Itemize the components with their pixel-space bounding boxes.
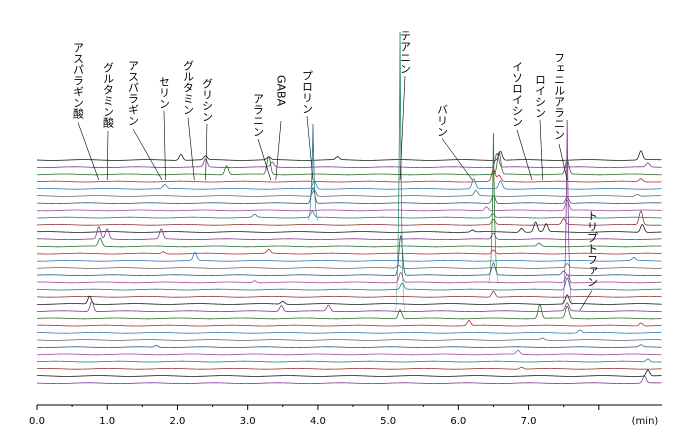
trace-line [36, 301, 662, 312]
trace-line [36, 263, 662, 269]
peak-label: グルタミン [182, 60, 195, 115]
leader-line [516, 129, 533, 181]
peak-label-group: アスパラギン酸 グルタミン酸 アスパラギン セリン グルタミン グリシン アラニン GABA プ… [72, 30, 599, 287]
leader-line [558, 143, 568, 181]
trace-line [36, 366, 662, 370]
trace-line [37, 226, 662, 240]
peak-label: プロリン [301, 70, 314, 114]
peak-label: ロイシン [534, 74, 547, 118]
leader-line-group [77, 75, 593, 311]
trace-line [36, 186, 662, 204]
trace-line [36, 344, 662, 348]
x-unit-label: (min) [632, 416, 659, 427]
peak-label: アラニン [252, 93, 265, 137]
leader-line [275, 120, 282, 181]
x-tick-label: 5.0 [380, 416, 396, 427]
trace-line [36, 349, 662, 356]
x-tick-label: 0.0 [29, 416, 45, 427]
trace-line [36, 178, 662, 190]
peak-label: イソロイシン [511, 61, 524, 127]
trace-line [36, 150, 662, 161]
peak-label: フェニルアラニン [553, 52, 566, 140]
trace-line [36, 199, 662, 212]
leader-line [441, 138, 473, 181]
peak-label: トリプトファン [586, 210, 599, 287]
leader-line [579, 290, 593, 311]
trace-line [36, 290, 662, 298]
x-axis-ticks: 0.0 1.0 2.0 3.0 4.0 5.0 6.0 7.0 [29, 405, 600, 427]
leader-line [106, 130, 109, 181]
peak-line [488, 132, 499, 284]
leader-line [205, 123, 208, 181]
trace-line [36, 168, 662, 183]
trace-line [36, 375, 662, 384]
leader-line [257, 138, 272, 181]
x-tick-label: 6.0 [450, 416, 466, 427]
trace-line [37, 189, 662, 197]
trace-line [36, 210, 662, 219]
trace-line [36, 210, 662, 226]
leader-line [399, 75, 406, 181]
peak-line [307, 123, 319, 221]
trace-line [36, 272, 662, 284]
trace-line [36, 221, 662, 233]
trace-line [36, 337, 662, 341]
peak-label: GABA [275, 75, 288, 107]
trace-group [36, 31, 662, 384]
x-tick-label: 7.0 [521, 416, 537, 427]
trace-line [36, 277, 662, 291]
trace-line [36, 152, 662, 168]
leader-line [77, 122, 100, 181]
trace-line [36, 237, 662, 248]
x-tick-label: 3.0 [240, 416, 256, 427]
trace-line [36, 303, 662, 320]
trace-line [37, 252, 662, 262]
peak-label: グリシン [201, 78, 214, 122]
leader-line [163, 110, 166, 181]
leader-line [187, 117, 195, 181]
peak-label: テアニン [399, 30, 412, 74]
trace-line [36, 369, 662, 377]
peak-label: アスパラギン [127, 60, 140, 126]
peak-label: アスパラギン酸 [72, 42, 85, 120]
x-tick-label: 1.0 [99, 416, 115, 427]
leader-line [132, 128, 163, 181]
trace-line [37, 294, 662, 305]
x-tick-label: 4.0 [310, 416, 326, 427]
trace-line [36, 329, 662, 334]
trace-line [36, 151, 662, 176]
peak-line [394, 31, 406, 313]
leader-line [306, 115, 314, 181]
peak-line [561, 119, 573, 306]
trace-line [36, 248, 662, 255]
peak-label: バリン [436, 104, 449, 137]
peak-label: グルタミン酸 [102, 62, 115, 129]
trace-line [36, 234, 662, 276]
trace-line [36, 358, 662, 363]
peak-label: セリン [158, 76, 171, 109]
leader-line [539, 119, 543, 181]
x-tick-label: 2.0 [169, 416, 185, 427]
trace-line [36, 320, 662, 327]
